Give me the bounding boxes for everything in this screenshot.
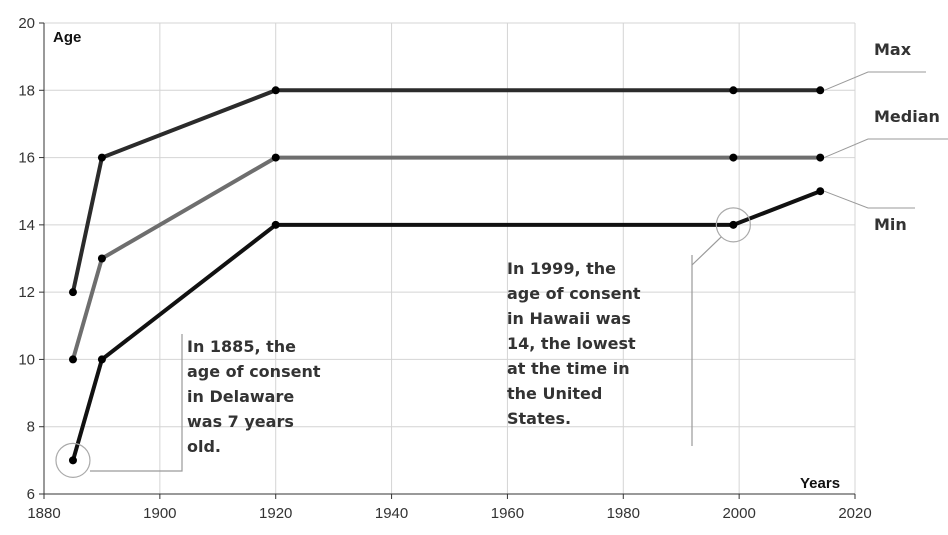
data-point-max: [68, 288, 77, 297]
data-point-median: [97, 254, 106, 263]
annotation-hawaii-line: in Hawaii was: [507, 309, 631, 328]
y-tick-label: 20: [18, 15, 35, 32]
y-tick-label: 10: [18, 351, 35, 368]
x-axis-title: Years: [800, 475, 840, 492]
annotation-hawaii-line: the United: [507, 384, 602, 403]
annotation-leader-delaware: [89, 334, 183, 472]
x-tick-label: 1960: [491, 505, 524, 522]
y-axis-title: Age: [53, 29, 81, 46]
x-tick-label: 1900: [143, 505, 176, 522]
y-tick-label: 14: [18, 217, 35, 234]
series: [68, 86, 825, 465]
x-tick-label: 1880: [27, 505, 60, 522]
series-label-median: Median: [874, 107, 940, 126]
y-tick-label: 8: [27, 419, 35, 436]
x-tick-label: 1980: [607, 505, 640, 522]
x-tick-label: 1920: [259, 505, 292, 522]
y-tick-label: 12: [18, 284, 35, 301]
data-point-median: [729, 153, 738, 162]
annotation-hawaii-line: 14, the lowest: [507, 334, 636, 353]
y-tick-label: 6: [27, 486, 35, 503]
series-label-max: Max: [874, 40, 912, 59]
annotations: In 1885, the age of consent in Delaware …: [55, 207, 751, 478]
x-tick-label: 2020: [838, 505, 871, 522]
data-point-min: [97, 355, 106, 364]
annotation-circle-hawaii: [715, 207, 751, 243]
annotation-hawaii-line: States.: [507, 409, 571, 428]
annotation-delaware-line: was 7 years: [187, 412, 294, 431]
data-point-median: [271, 153, 280, 162]
data-point-min: [271, 220, 280, 229]
annotation-circle-delaware: [55, 442, 91, 478]
annotation-hawaii-line: at the time in: [507, 359, 630, 378]
annotation-hawaii: In 1999, the age of consent in Hawaii wa…: [507, 259, 646, 428]
annotation-delaware-line: age of consent: [187, 362, 321, 381]
series-line-median: [71, 155, 823, 362]
data-point-max: [271, 86, 280, 95]
series-label-leader-min: [824, 190, 915, 209]
annotation-hawaii-line: age of consent: [507, 284, 641, 303]
data-point-max: [729, 86, 738, 95]
series-label-leader-max: [824, 71, 926, 91]
x-tick-label: 1940: [375, 505, 408, 522]
annotation-delaware-line: old.: [187, 437, 221, 456]
data-point-median: [68, 355, 77, 364]
y-tick-label: 18: [18, 82, 35, 99]
annotation-leader-hawaii: [691, 236, 722, 266]
series-line-min: [71, 189, 823, 463]
y-tick-label: 16: [18, 150, 35, 167]
data-point-min: [729, 220, 738, 229]
series-label-min: Min: [874, 215, 907, 234]
x-tick-label: 2000: [722, 505, 755, 522]
series-labels: Max Median Min: [824, 40, 948, 234]
data-point-max: [97, 153, 106, 162]
annotation-delaware: In 1885, the age of consent in Delaware …: [187, 337, 326, 456]
data-point-min: [68, 456, 77, 465]
annotation-hawaii-line: In 1999, the: [507, 259, 616, 278]
data-point-min: [816, 187, 825, 196]
annotation-delaware-line: In 1885, the: [187, 337, 296, 356]
series-label-leader-median: [824, 138, 948, 159]
annotation-delaware-line: in Delaware: [187, 387, 294, 406]
data-point-median: [816, 153, 825, 162]
axes: Years Age 1880 1900 1920 1940 1960 1980 2000 20…: [18, 15, 871, 522]
data-point-max: [816, 86, 825, 95]
series-line-max: [71, 88, 823, 295]
